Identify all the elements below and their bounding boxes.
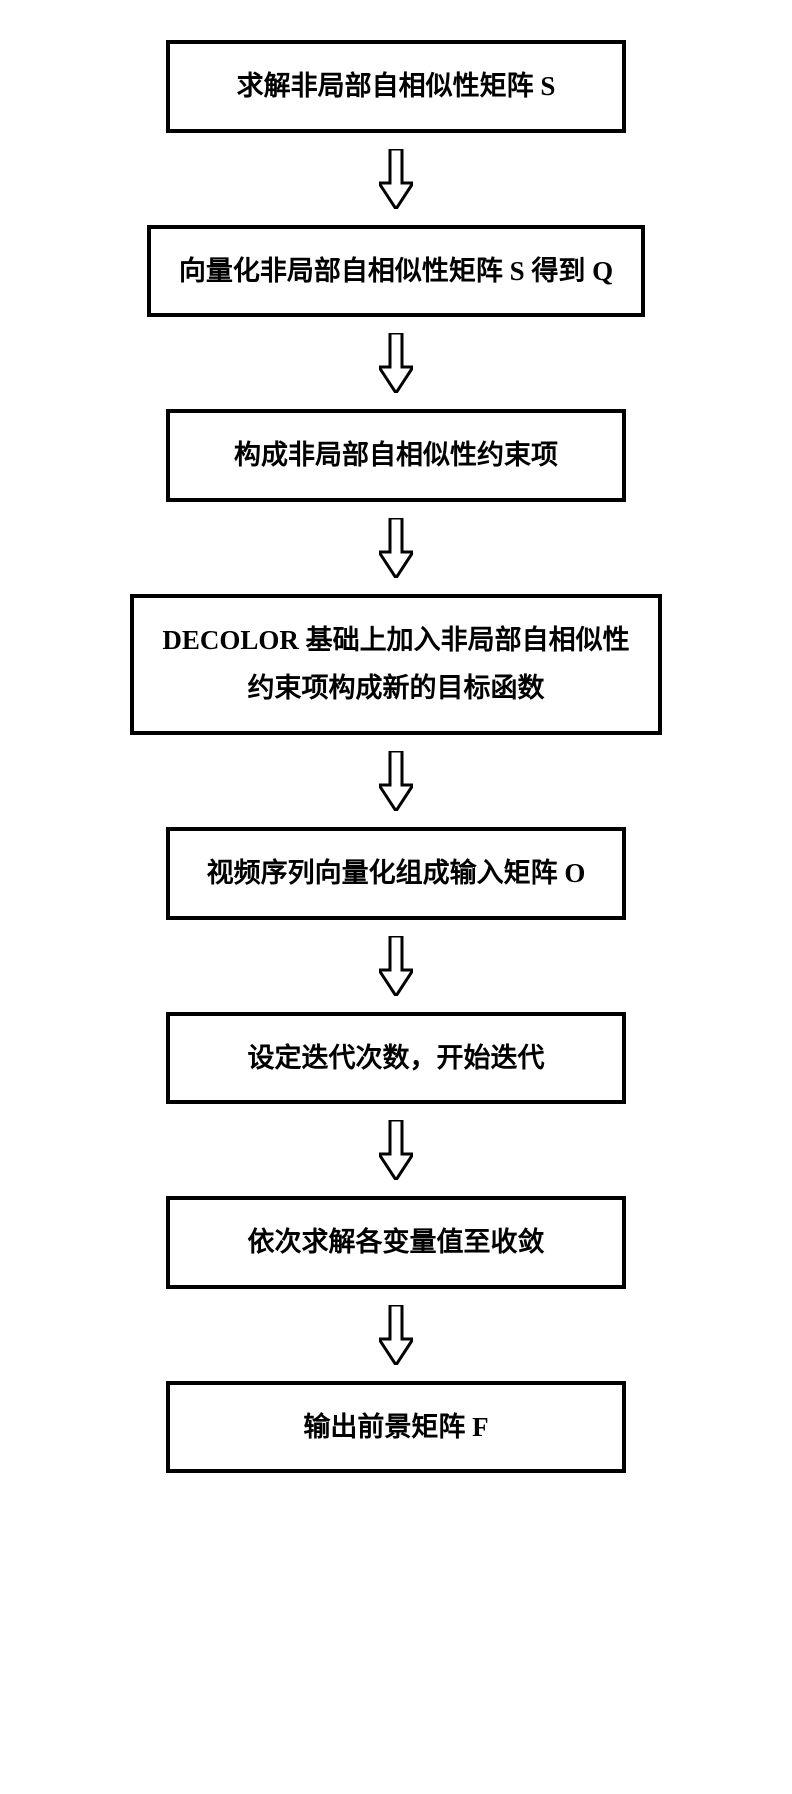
down-arrow-icon	[379, 1305, 413, 1365]
flowchart-node: 依次求解各变量值至收敛	[166, 1196, 626, 1289]
node-label: 构成非局部自相似性约束项	[234, 431, 558, 480]
down-arrow-icon	[379, 1120, 413, 1180]
flowchart-node: 设定迭代次数，开始迭代	[166, 1012, 626, 1105]
flowchart-node: 求解非局部自相似性矩阵 S	[166, 40, 626, 133]
down-arrow-icon	[379, 149, 413, 209]
flowchart-node: 输出前景矩阵 F	[166, 1381, 626, 1474]
down-arrow-icon	[379, 333, 413, 393]
flowchart-node: 构成非局部自相似性约束项	[166, 409, 626, 502]
node-label: 设定迭代次数，开始迭代	[248, 1034, 545, 1083]
flowchart-node: 向量化非局部自相似性矩阵 S 得到 Q	[147, 225, 645, 318]
node-label: 求解非局部自相似性矩阵 S	[237, 62, 556, 111]
node-label: DECOLOR 基础上加入非局部自相似性约束项构成新的目标函数	[162, 616, 629, 713]
flowchart-node: 视频序列向量化组成输入矩阵 O	[166, 827, 626, 920]
node-label: 依次求解各变量值至收敛	[248, 1218, 545, 1267]
down-arrow-icon	[379, 751, 413, 811]
flowchart-container: 求解非局部自相似性矩阵 S 向量化非局部自相似性矩阵 S 得到 Q 构成非局部自相似…	[0, 40, 792, 1473]
node-label: 输出前景矩阵 F	[303, 1403, 488, 1452]
down-arrow-icon	[379, 518, 413, 578]
flowchart-node: DECOLOR 基础上加入非局部自相似性约束项构成新的目标函数	[130, 594, 661, 735]
node-label: 视频序列向量化组成输入矩阵 O	[207, 849, 586, 898]
down-arrow-icon	[379, 936, 413, 996]
node-label: 向量化非局部自相似性矩阵 S 得到 Q	[179, 247, 613, 296]
